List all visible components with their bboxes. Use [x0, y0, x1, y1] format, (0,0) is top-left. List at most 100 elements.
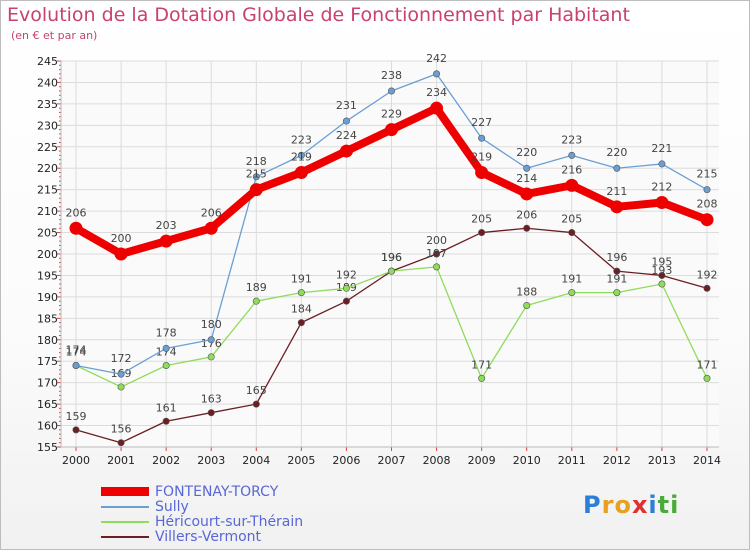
data-point-h-ricourt-sur-th-rain — [342, 284, 350, 292]
x-tick-label: 2011 — [558, 454, 586, 467]
data-point-villers-vermont — [703, 284, 711, 292]
x-tick-label: 2013 — [648, 454, 676, 467]
data-point-h-ricourt-sur-th-rain — [433, 263, 441, 271]
data-label-h-ricourt-sur-th-rain: 189 — [246, 281, 267, 294]
data-label-h-ricourt-sur-th-rain: 193 — [651, 264, 672, 277]
data-point-sully — [72, 362, 80, 370]
data-point-fontenay-torcy — [249, 183, 263, 197]
data-point-sully — [387, 87, 395, 95]
data-label-villers-vermont: 200 — [426, 234, 447, 247]
data-label-sully: 215 — [697, 168, 718, 181]
data-label-h-ricourt-sur-th-rain: 171 — [471, 358, 492, 371]
x-tick-label: 2001 — [107, 454, 135, 467]
data-point-h-ricourt-sur-th-rain — [162, 362, 170, 370]
x-tick-label: 2009 — [468, 454, 496, 467]
data-point-h-ricourt-sur-th-rain — [252, 297, 260, 305]
logo-letter: P — [583, 491, 602, 519]
data-label-h-ricourt-sur-th-rain: 192 — [336, 268, 357, 281]
data-label-sully: 180 — [201, 318, 222, 331]
x-tick-label: 2004 — [242, 454, 270, 467]
data-point-fontenay-torcy — [520, 187, 534, 201]
y-tick-label: 215 — [37, 184, 58, 197]
data-label-h-ricourt-sur-th-rain: 197 — [426, 247, 447, 260]
y-tick-label: 210 — [37, 205, 58, 218]
data-point-h-ricourt-sur-th-rain — [523, 301, 531, 309]
data-label-fontenay-torcy: 229 — [381, 108, 402, 121]
data-label-fontenay-torcy: 214 — [516, 172, 537, 185]
data-point-h-ricourt-sur-th-rain — [297, 289, 305, 297]
y-tick-label: 160 — [37, 420, 58, 433]
data-point-sully — [568, 151, 576, 159]
data-point-h-ricourt-sur-th-rain — [568, 289, 576, 297]
data-point-fontenay-torcy — [294, 166, 308, 180]
x-tick-label: 2010 — [513, 454, 541, 467]
chart-title: Evolution de la Dotation Globale de Fonc… — [7, 4, 630, 26]
y-tick-label: 205 — [37, 227, 58, 240]
data-label-sully: 174 — [66, 344, 87, 357]
data-point-villers-vermont — [523, 224, 531, 232]
x-tick-label: 2012 — [603, 454, 631, 467]
data-label-sully: 238 — [381, 69, 402, 82]
y-tick-label: 175 — [37, 355, 58, 368]
data-label-h-ricourt-sur-th-rain: 188 — [516, 285, 537, 298]
data-point-villers-vermont — [433, 250, 441, 258]
chart-subtitle: (en € et par an) — [11, 29, 98, 42]
logo-letter: x — [631, 491, 649, 519]
y-tick-label: 235 — [37, 98, 58, 111]
data-label-villers-vermont: 165 — [246, 384, 267, 397]
y-tick-label: 200 — [37, 248, 58, 261]
logo-letter: i — [670, 491, 680, 519]
data-label-villers-vermont: 205 — [471, 213, 492, 226]
legend-label-villers-vermont: Villers-Vermont — [155, 529, 262, 545]
data-point-fontenay-torcy — [565, 178, 579, 192]
data-label-h-ricourt-sur-th-rain: 191 — [561, 273, 582, 286]
y-tick-label: 180 — [37, 334, 58, 347]
legend-swatch-sully — [101, 506, 149, 508]
data-label-sully: 223 — [561, 133, 582, 146]
data-label-sully: 223 — [291, 133, 312, 146]
data-point-fontenay-torcy — [114, 247, 128, 261]
data-label-villers-vermont: 192 — [697, 268, 718, 281]
data-label-sully: 178 — [156, 326, 177, 339]
data-label-fontenay-torcy: 203 — [156, 219, 177, 232]
data-label-sully: 242 — [426, 52, 447, 65]
data-point-h-ricourt-sur-th-rain — [207, 353, 215, 361]
data-point-h-ricourt-sur-th-rain — [613, 289, 621, 297]
data-label-fontenay-torcy: 211 — [606, 185, 627, 198]
data-label-sully: 220 — [516, 146, 537, 159]
data-label-fontenay-torcy: 219 — [291, 151, 312, 164]
y-tick-label: 220 — [37, 162, 58, 175]
data-label-sully: 227 — [471, 116, 492, 129]
data-label-sully: 220 — [606, 146, 627, 159]
data-label-villers-vermont: 205 — [561, 213, 582, 226]
data-label-h-ricourt-sur-th-rain: 196 — [381, 251, 402, 264]
logo-letter: t — [657, 491, 671, 519]
data-point-villers-vermont — [568, 229, 576, 237]
data-point-fontenay-torcy — [385, 123, 398, 137]
data-label-fontenay-torcy: 208 — [697, 198, 718, 211]
data-point-sully — [207, 336, 215, 344]
data-label-h-ricourt-sur-th-rain: 174 — [66, 346, 87, 359]
data-label-h-ricourt-sur-th-rain: 174 — [156, 346, 177, 359]
data-point-sully — [613, 164, 621, 172]
data-label-villers-vermont: 195 — [651, 255, 672, 268]
legend-label-fontenay-torcy: FONTENAY-TORCY — [155, 484, 279, 500]
data-label-fontenay-torcy: 216 — [561, 163, 582, 176]
y-tick-label: 245 — [37, 55, 58, 68]
data-point-villers-vermont — [478, 229, 486, 237]
legend-label-hericourt: Héricourt-sur-Thérain — [155, 514, 304, 530]
legend-swatch-fontenay-torcy — [101, 487, 149, 496]
proxiti-logo: Proxiti — [583, 491, 679, 519]
data-label-h-ricourt-sur-th-rain: 171 — [697, 358, 718, 371]
y-tick-label: 225 — [37, 141, 58, 154]
x-tick-label: 2014 — [693, 454, 721, 467]
data-point-sully — [297, 151, 305, 159]
data-label-sully: 172 — [111, 352, 132, 365]
data-label-fontenay-torcy: 212 — [651, 181, 672, 194]
data-label-villers-vermont: 206 — [516, 208, 537, 221]
data-label-fontenay-torcy: 219 — [471, 151, 492, 164]
y-tick-label: 230 — [37, 119, 58, 132]
data-point-sully — [523, 164, 531, 172]
data-point-villers-vermont — [342, 297, 350, 305]
